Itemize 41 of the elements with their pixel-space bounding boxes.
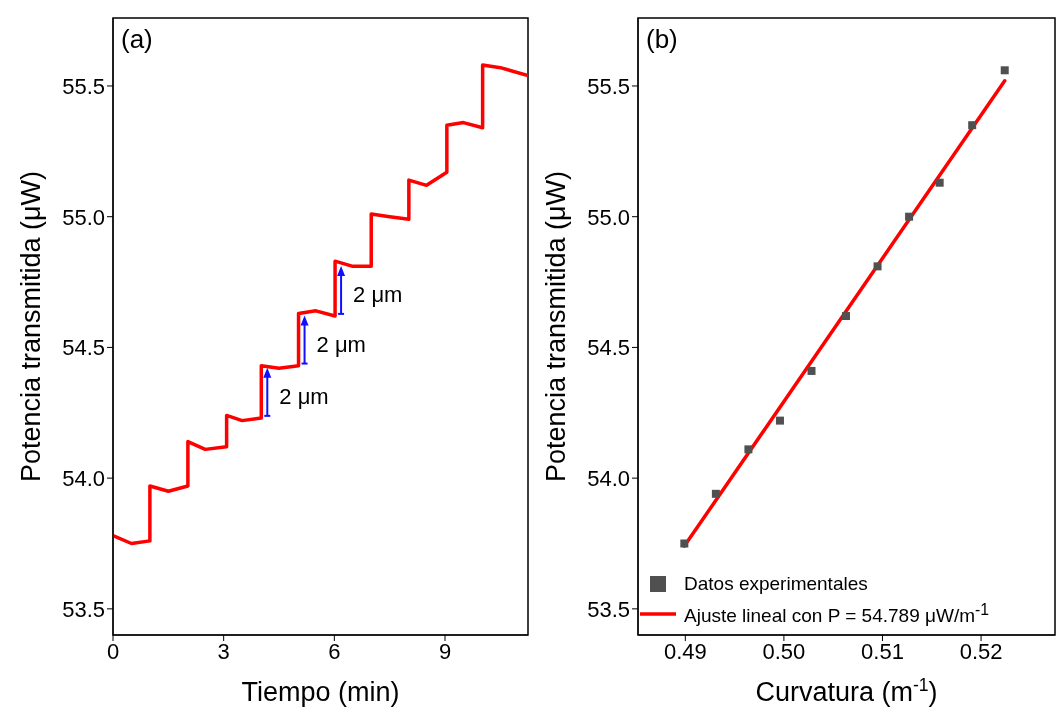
point: [968, 121, 977, 130]
x-tick-label: 0.51: [861, 638, 904, 664]
y-tick-label: 53.5: [587, 596, 630, 622]
y-axis-title: Potencia transmitida (μW): [541, 170, 572, 483]
x-tick-label: 0.52: [959, 638, 1003, 664]
annotation: 2 μm: [316, 331, 366, 357]
y-tick-label: 55.5: [587, 73, 630, 99]
legend-label: Ajuste lineal con P = 54.789 μW/m$^{-1}$: [684, 600, 990, 628]
annotation: (a): [121, 24, 153, 54]
y-tick-label: 53.5: [62, 596, 105, 622]
annotation: (b): [646, 24, 678, 54]
point: [1000, 66, 1009, 75]
x-tick-label: 0.50: [762, 638, 806, 664]
y-tick-label: 54.0: [62, 465, 105, 491]
x-tick-label: 0: [106, 638, 120, 664]
point: [873, 262, 882, 271]
annotation: 2 μm: [353, 281, 403, 307]
y-tick-label: 54.0: [587, 465, 630, 491]
point: [775, 416, 784, 425]
x-tick-label: 9: [438, 638, 452, 664]
point: [905, 212, 914, 221]
y-tick-label: 55.0: [62, 204, 105, 230]
line-series: [113, 63, 528, 546]
x-axis-title: Tiempo (min): [241, 677, 400, 707]
x-axis-title: Curvatura (m$^{-1}$): [755, 675, 938, 707]
point: [842, 312, 851, 321]
y-tick-label: 54.5: [62, 335, 105, 361]
point: [744, 445, 753, 454]
x-tick-label: 3: [217, 638, 230, 664]
y-tick-label: 55.0: [587, 204, 630, 230]
y-tick-label: 55.5: [62, 73, 105, 99]
point: [711, 489, 720, 498]
x-tick-label: 0.49: [663, 638, 707, 664]
x-tick-label: 6: [328, 638, 341, 664]
point: [807, 366, 816, 375]
point: [935, 178, 944, 187]
legend-label: Datos experimentales: [684, 573, 868, 595]
y-tick-label: 54.5: [587, 335, 630, 361]
y-axis-title: Potencia transmitida (μW): [16, 170, 47, 483]
point: [680, 539, 689, 548]
annotation: 2 μm: [279, 383, 329, 409]
